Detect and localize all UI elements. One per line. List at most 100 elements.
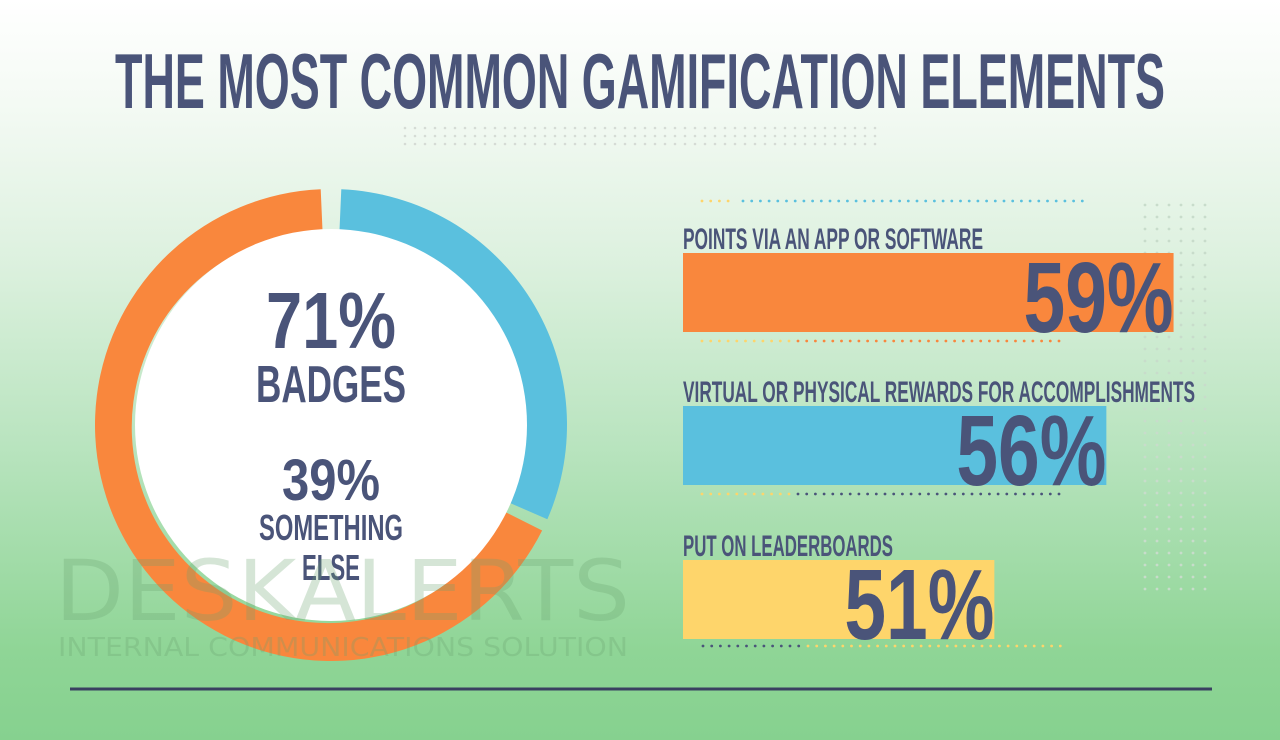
decor-dot — [723, 134, 727, 138]
decor-dot — [1179, 227, 1183, 231]
badges-label: BADGES — [256, 356, 406, 414]
decor-dot — [873, 142, 877, 146]
bar-dot — [805, 339, 809, 343]
decor-dot — [1191, 491, 1195, 495]
decor-dot — [613, 142, 617, 146]
decor-dot — [593, 134, 597, 138]
bar-dot — [1005, 339, 1009, 343]
decor-dot — [863, 142, 867, 146]
bar-dot — [883, 492, 887, 496]
bar-dot — [857, 492, 861, 496]
bar-dot — [985, 199, 988, 203]
bar-dot — [988, 339, 991, 343]
bar-dot — [806, 644, 810, 648]
decor-dot — [1191, 551, 1195, 555]
decor-dot — [823, 142, 827, 146]
decor-dot — [403, 134, 407, 138]
decor-dot — [443, 126, 447, 130]
bar-dot — [848, 339, 852, 343]
decor-dot — [683, 126, 687, 130]
decor-dot — [1143, 239, 1147, 243]
decor-dot — [513, 134, 517, 138]
decor-dot — [583, 134, 587, 138]
decor-dot — [1191, 467, 1195, 471]
bar-dot — [761, 492, 765, 496]
donut-chart — [95, 189, 567, 662]
decor-dot — [1203, 227, 1207, 231]
decor-dot — [1155, 563, 1159, 567]
decor-dot — [773, 134, 777, 138]
decor-dot — [443, 134, 447, 138]
bar-dot — [785, 199, 788, 203]
bar-dot — [700, 199, 704, 203]
decor-dot — [1167, 239, 1171, 243]
bar-dot — [1032, 644, 1036, 648]
bar-dot — [796, 339, 800, 343]
decor-dot — [733, 126, 737, 130]
decor-dot — [833, 126, 837, 130]
bar-dot — [979, 339, 983, 343]
bar-dot — [752, 492, 756, 496]
bar-dot — [745, 644, 748, 648]
bar-dot — [954, 644, 958, 648]
bar-dot — [892, 339, 896, 343]
bar-dot — [961, 339, 965, 343]
bar-dot — [988, 492, 991, 496]
decor-dot — [1203, 539, 1207, 543]
decor-dot — [1179, 347, 1183, 351]
bar-value: 56% — [956, 395, 1106, 507]
decor-dot — [793, 134, 797, 138]
decor-dot — [1167, 563, 1171, 567]
bar-dot — [718, 199, 721, 203]
decor-dot — [543, 126, 547, 130]
decor-dot — [853, 126, 857, 130]
bar-dot — [770, 339, 773, 343]
bar-dot — [918, 492, 922, 496]
bar — [683, 406, 1107, 485]
decor-dot — [1179, 239, 1183, 243]
decor-dot — [493, 134, 497, 138]
decor-dot — [1191, 503, 1195, 507]
bar-dot — [840, 492, 843, 496]
bar-dot — [759, 199, 762, 203]
decor-dot — [703, 126, 707, 130]
bar-dot — [761, 339, 765, 343]
decor-dot — [783, 142, 787, 146]
bar-dot — [1046, 199, 1049, 203]
decor-dot — [1191, 443, 1195, 447]
bar-dot — [1048, 339, 1052, 343]
bar-dot — [863, 199, 867, 203]
decor-dot — [643, 126, 647, 130]
decor-dot — [1191, 311, 1195, 315]
decor-dot — [613, 134, 617, 138]
donut-center — [135, 229, 527, 621]
decor-dot — [1155, 443, 1159, 447]
decorative-dots — [143, 126, 1207, 591]
decor-dot — [793, 126, 797, 130]
bar-dot — [709, 492, 713, 496]
decor-dot — [1143, 491, 1147, 495]
bar-dot — [700, 339, 704, 343]
decor-dot — [1167, 359, 1171, 363]
bar-dot — [1006, 644, 1010, 648]
decor-dot — [413, 134, 417, 138]
decor-dot — [1179, 359, 1183, 363]
bar-dot — [989, 644, 993, 648]
decor-dot — [1203, 467, 1207, 471]
bar-dot — [889, 199, 893, 203]
decor-dot — [1167, 455, 1171, 459]
decor-dot — [473, 126, 477, 130]
decor-dot — [1155, 347, 1159, 351]
decor-dot — [633, 126, 637, 130]
decor-dot — [503, 142, 507, 146]
bar-dot — [915, 199, 919, 203]
decor-dot — [513, 142, 517, 146]
decor-dot — [1203, 347, 1207, 351]
decor-dot — [1155, 239, 1159, 243]
decor-dot — [1191, 287, 1195, 291]
bar-dot — [1020, 199, 1023, 203]
decor-dot — [1167, 527, 1171, 531]
bar-dot — [814, 492, 817, 496]
decor-dot — [1143, 467, 1147, 471]
bar-dot — [924, 199, 928, 203]
